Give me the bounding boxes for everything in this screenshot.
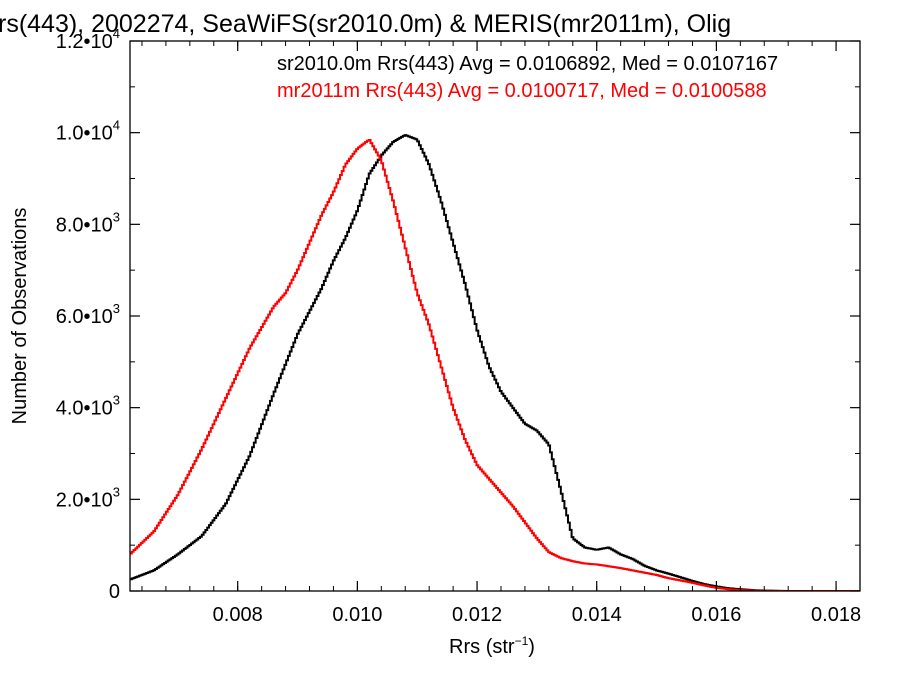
y-tick-label-exponent: 4 <box>113 26 120 41</box>
y-tick-label-exponent: 4 <box>113 118 120 133</box>
x-tick-label: 0.012 <box>452 604 502 626</box>
y-tick-label-base: 1.0•10 <box>56 123 113 145</box>
y-tick-label-base: 6.0•10 <box>56 306 113 328</box>
x-axis-title-superscript: −1 <box>515 634 529 648</box>
y-tick-label-exponent: 3 <box>113 484 120 499</box>
y-tick-label: 8.0•103 <box>56 209 120 236</box>
chart-title: rs(443), 2002274, SeaWiFS(sr2010.0m) & M… <box>0 10 731 38</box>
y-tick-label: 6.0•103 <box>56 301 120 328</box>
series-layer <box>130 134 860 591</box>
y-tick-label-base: 4.0•10 <box>56 398 113 420</box>
y-tick-label-base: 1.2•10 <box>56 31 113 53</box>
legend-entry-sr2010: sr2010.0m Rrs(443) Avg = 0.0106892, Med … <box>277 53 778 75</box>
legend-entry-mr2011: mr2011m Rrs(443) Avg = 0.0100717, Med = … <box>277 80 767 102</box>
x-tick-label: 0.016 <box>691 604 741 626</box>
y-axis-title: Number of Observations <box>9 208 31 425</box>
series-mr2011-line <box>130 139 860 591</box>
y-tick-label-exponent: 3 <box>113 393 120 408</box>
y-tick-label-exponent: 3 <box>113 301 120 316</box>
x-tick-label: 0.014 <box>572 604 622 626</box>
x-tick-label: 0.018 <box>811 604 861 626</box>
x-axis-title-main: Rrs (str <box>449 636 515 658</box>
y-tick-label-base: 8.0•10 <box>56 214 113 236</box>
plot-frame <box>129 40 861 592</box>
series-sr2010-line <box>130 134 860 591</box>
x-tick-label: 0.008 <box>213 604 263 626</box>
y-tick-label: 0 <box>109 581 120 603</box>
y-tick-label: 1.2•104 <box>56 26 120 53</box>
y-tick-label-base: 0 <box>109 581 120 603</box>
x-axis-ticks: 0.008 0.010 0.012 0.014 0.016 0.018 <box>141 41 861 626</box>
y-tick-label: 4.0•103 <box>56 393 120 420</box>
y-tick-label-exponent: 3 <box>113 209 120 224</box>
x-tick-label: 0.010 <box>332 604 382 626</box>
x-axis-title-close: ) <box>528 636 535 658</box>
y-tick-label-base: 2.0•10 <box>56 489 113 511</box>
x-axis-title: Rrs (str−1) <box>449 634 535 658</box>
y-tick-label: 1.0•104 <box>56 118 120 145</box>
y-axis-ticks: 02.0•1034.0•1036.0•1038.0•1031.0•1041.2•… <box>56 26 860 603</box>
y-tick-label: 2.0•103 <box>56 484 120 511</box>
